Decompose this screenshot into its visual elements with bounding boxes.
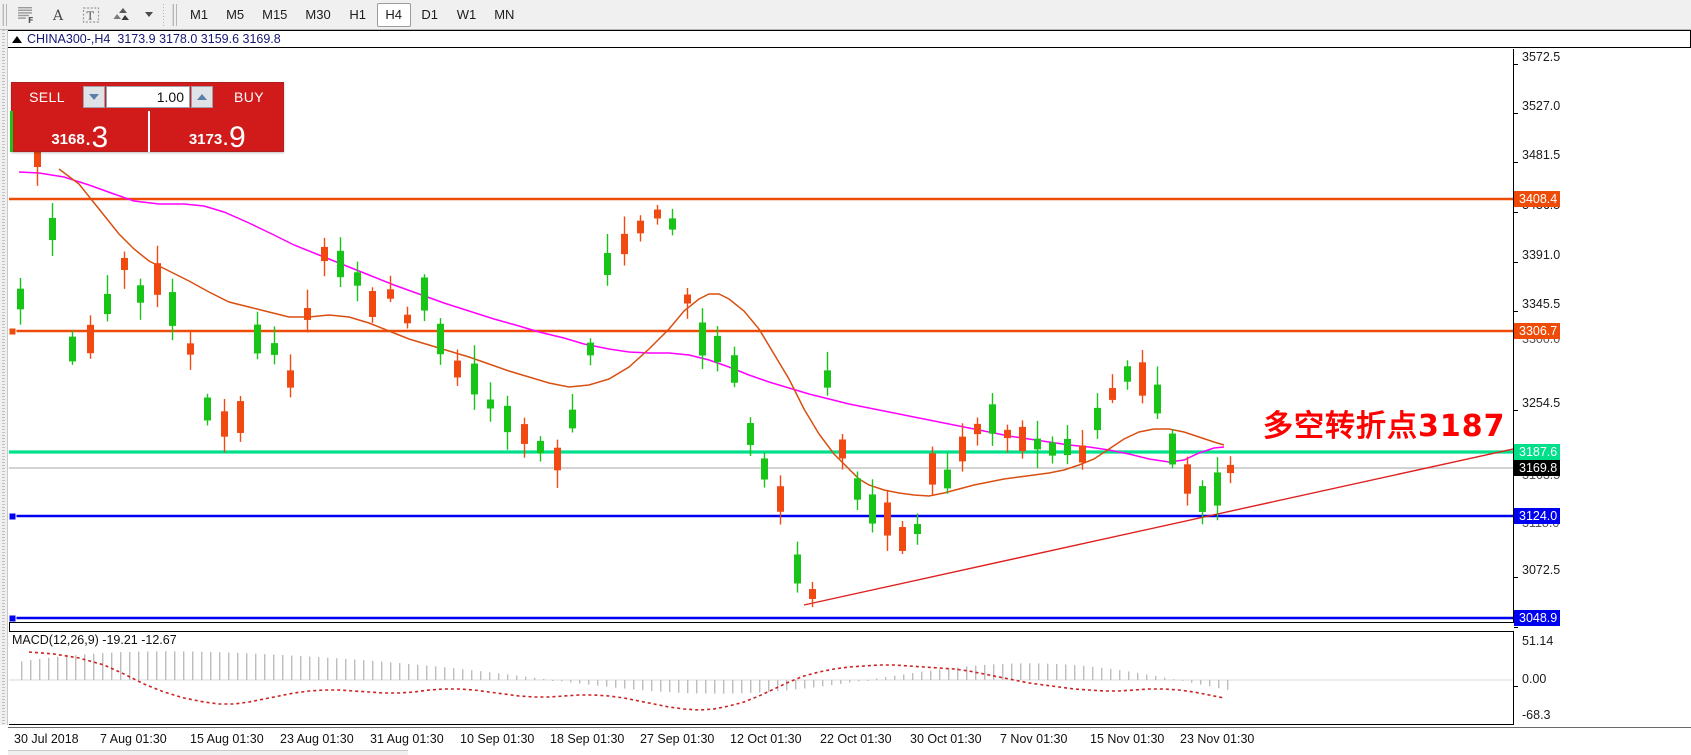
macd-signal-line [28, 651, 1225, 711]
one-click-trading-panel[interactable]: SELL 1.00 BUY 3168 . 3 3173 . [10, 82, 285, 152]
time-label: 18 Sep 01:30 [550, 732, 625, 746]
volume-decrement-button[interactable] [83, 86, 105, 108]
toolbar-divider [163, 3, 164, 26]
time-label: 7 Nov 01:30 [1000, 732, 1068, 746]
time-label: 31 Aug 01:30 [370, 732, 444, 746]
trading-panel-controls: SELL 1.00 BUY [12, 83, 285, 111]
timeframe-h1[interactable]: H1 [349, 7, 367, 22]
timeframe-m5[interactable]: M5 [226, 7, 245, 22]
price-tick: 3254.5 [1514, 396, 1560, 417]
macd-tick: 51.14 [1522, 634, 1554, 648]
time-label: 22 Oct 01:30 [820, 732, 892, 746]
panel-accent-bar [10, 111, 13, 152]
time-label: 10 Sep 01:30 [460, 732, 535, 746]
chart-symbol-label: CHINA300-,H4 [27, 32, 111, 46]
macd-indicator-pane[interactable]: MACD(12,26,9) -19.21 -12.67 [9, 631, 1513, 725]
chart-titlebar: CHINA300-,H4 3173.9 3178.0 3159.6 3169.8 [8, 30, 1691, 48]
macd-title-label: MACD(12,26,9) -19.21 -12.67 [12, 633, 177, 647]
macd-tick: -68.3 [1522, 708, 1551, 722]
chart-annotation-text: 多空转折点3187 [1263, 409, 1506, 444]
sell-price-display[interactable]: 3168 . 3 [12, 111, 150, 152]
buy-price-display[interactable]: 3173 . 9 [150, 111, 286, 152]
price-tick: 3391.0 [1514, 248, 1560, 269]
support-level-3124-badge[interactable]: 3124.0 [1514, 508, 1561, 524]
timeframe-m30[interactable]: M30 [305, 7, 331, 22]
text-box-icon[interactable]: T [75, 2, 107, 28]
timeframe-w1[interactable]: W1 [456, 7, 477, 22]
time-label: 15 Nov 01:30 [1090, 732, 1165, 746]
price-tick: 3163.5 [1514, 468, 1560, 489]
timeframe-grip[interactable] [172, 3, 179, 26]
expand-triangle-icon[interactable] [12, 35, 22, 43]
buy-price-integer: 3173 [188, 131, 223, 148]
resistance-level-3306-badge[interactable]: 3306.7 [1514, 323, 1561, 339]
chevron-down-icon [144, 12, 153, 17]
ma-slow-line [18, 171, 1225, 463]
timeframe-d1[interactable]: D1 [421, 7, 439, 22]
crosshair-f-icon[interactable]: F [11, 2, 43, 28]
volume-input[interactable]: 1.00 [106, 86, 190, 108]
objects-dropdown-icon[interactable] [139, 2, 157, 28]
price-tick: 3118.0 [1514, 516, 1559, 537]
volume-increment-button[interactable] [191, 86, 213, 108]
sell-button[interactable]: SELL [29, 89, 65, 105]
candlestick-series [17, 135, 1234, 608]
time-label: 23 Nov 01:30 [1180, 732, 1255, 746]
time-label: 7 Aug 01:30 [100, 732, 167, 746]
time-label: 23 Aug 01:30 [280, 732, 354, 746]
svg-text:T: T [87, 9, 95, 22]
horizontal-scrollbar[interactable] [8, 750, 408, 755]
ascending-trendline [803, 448, 1513, 606]
sell-price-decimal: 3 [91, 120, 109, 154]
ma-fast-line [58, 168, 1225, 497]
svg-text:A: A [52, 8, 64, 24]
price-tick: 3072.5 [1514, 563, 1560, 584]
timeframe-m15[interactable]: M15 [262, 7, 288, 22]
chart-left-scrollbar[interactable] [0, 30, 8, 725]
time-label: 30 Oct 01:30 [910, 732, 982, 746]
resistance-level-3408-badge[interactable]: 3408.4 [1514, 191, 1561, 207]
toolbar-grip[interactable] [2, 3, 9, 26]
macd-histogram [21, 651, 1229, 694]
chart-ohlc-values: 3173.9 3178.0 3159.6 3169.8 [117, 32, 281, 46]
sell-price-separator: . [85, 130, 91, 149]
buy-button[interactable]: BUY [234, 89, 264, 105]
pivot-level-3187-badge[interactable]: 3187.6 [1514, 444, 1561, 460]
caret-down-icon [89, 94, 99, 100]
buy-price-separator: . [223, 130, 228, 149]
time-label: 27 Sep 01:30 [640, 732, 715, 746]
macd-tick: 0.00 [1514, 672, 1546, 693]
sell-price-integer: 3168 [51, 131, 85, 148]
chart-window: CHINA300-,H4 3173.9 3178.0 3159.6 3169.8 [0, 30, 1691, 755]
timeframe-m1[interactable]: M1 [190, 7, 209, 22]
trading-panel-prices: 3168 . 3 3173 . 9 [12, 111, 285, 152]
chart-toolbar: F A T M1 M5 M15 M30 [0, 0, 1691, 30]
macd-scale[interactable]: 51.14 0.00 -68.3 [1513, 631, 1691, 725]
current-price-badge[interactable]: 3169.8 [1514, 460, 1561, 476]
price-tick: 3300.0 [1522, 332, 1561, 346]
price-scale[interactable]: 3572.5 3527.0 3481.5 3436.5 3391.0 3345.… [1513, 49, 1691, 628]
timeframe-h4[interactable]: H4 [376, 2, 411, 27]
text-label-icon[interactable]: A [43, 2, 75, 28]
macd-chart-svg [9, 651, 1513, 711]
buy-price-decimal: 9 [228, 120, 246, 154]
time-label: 30 Jul 2018 [14, 732, 79, 746]
price-tick: 3436.5 [1514, 198, 1560, 219]
price-tick: 3527.0 [1514, 99, 1560, 120]
support-level-3048-badge[interactable]: 3048.9 [1514, 610, 1561, 626]
time-label: 15 Aug 01:30 [190, 732, 264, 746]
objects-icon[interactable] [107, 2, 139, 28]
price-tick: 3345.5 [1514, 297, 1560, 318]
price-tick: 3481.5 [1514, 148, 1560, 169]
price-tick: 3572.5 [1514, 50, 1560, 71]
price-chart-svg [9, 135, 1513, 622]
timeframe-mn[interactable]: MN [494, 7, 515, 22]
caret-up-icon [197, 94, 207, 100]
time-scale[interactable]: 30 Jul 2018 7 Aug 01:30 15 Aug 01:30 23 … [8, 727, 1691, 755]
pane-separator [9, 623, 1513, 631]
svg-text:F: F [28, 16, 33, 24]
time-label: 12 Oct 01:30 [730, 732, 802, 746]
